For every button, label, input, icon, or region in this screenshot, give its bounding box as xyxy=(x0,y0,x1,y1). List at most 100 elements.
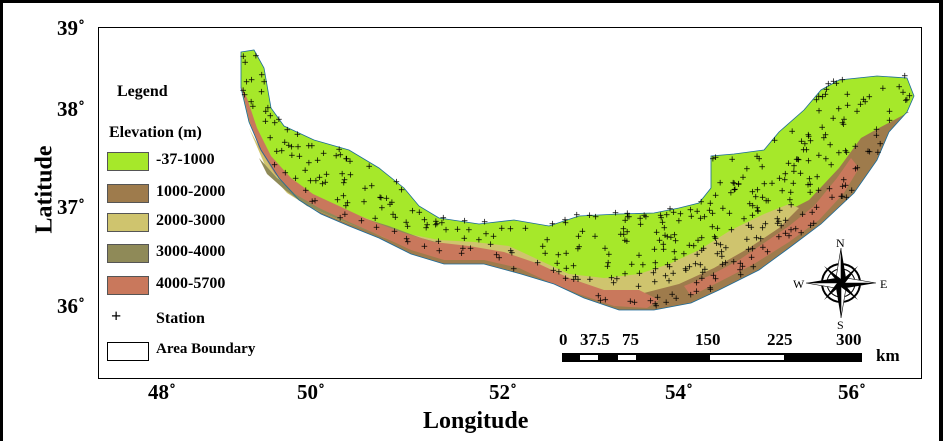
station-marker: + xyxy=(435,237,443,247)
station-marker: + xyxy=(749,245,757,255)
station-marker: + xyxy=(574,245,582,255)
station-marker: + xyxy=(621,216,629,226)
station-marker: + xyxy=(262,107,270,117)
station-marker: + xyxy=(799,210,807,220)
legend-label-class-1: -37-1000 xyxy=(156,151,215,168)
legend-label-class-5: 4000-5700 xyxy=(156,275,226,292)
station-marker: + xyxy=(776,206,784,216)
station-marker: + xyxy=(495,254,503,264)
compass-rose-icon xyxy=(805,247,877,319)
station-marker: + xyxy=(368,182,376,192)
station-marker: + xyxy=(854,164,862,174)
station-marker: + xyxy=(562,274,570,284)
station-marker: + xyxy=(388,198,396,208)
station-marker: + xyxy=(672,294,680,304)
compass-w-label: W xyxy=(793,277,805,291)
station-marker: + xyxy=(592,213,600,223)
station-marker: + xyxy=(808,208,816,218)
station-marker: + xyxy=(719,204,727,214)
legend-title: Legend xyxy=(117,83,168,100)
station-marker: + xyxy=(671,255,679,265)
station-marker: + xyxy=(322,178,330,188)
station-marker: + xyxy=(759,243,767,253)
station-marker: + xyxy=(240,52,248,62)
station-marker: + xyxy=(336,150,344,160)
station-marker: + xyxy=(709,209,717,219)
station-marker: + xyxy=(745,245,753,255)
station-marker: + xyxy=(660,245,668,255)
station-marker: + xyxy=(288,151,296,161)
station-marker: + xyxy=(305,142,313,152)
area-boundary xyxy=(240,49,915,311)
station-marker: + xyxy=(342,202,350,212)
station-marker: + xyxy=(402,218,410,228)
station-marker: + xyxy=(574,275,582,285)
station-marker: + xyxy=(810,219,818,229)
station-marker: + xyxy=(690,241,698,251)
station-marker: + xyxy=(822,155,830,165)
y-axis-title: Latitude xyxy=(31,145,58,234)
elevation-zone-1000-2000 xyxy=(241,88,909,310)
station-marker: + xyxy=(651,245,659,255)
legend-boundary-label: Area Boundary xyxy=(156,341,256,357)
lat-tick-37: 37˚ xyxy=(57,195,85,219)
station-marker: + xyxy=(693,287,701,297)
station-marker: + xyxy=(296,152,304,162)
station-marker: + xyxy=(294,143,302,153)
station-marker: + xyxy=(666,205,674,215)
station-marker: + xyxy=(608,273,616,283)
station-marker: + xyxy=(740,215,748,225)
station-marker: + xyxy=(507,225,515,235)
map-plot-area: + + + + + + + + + + + + + + + + + + + + + + + + + + + + + + + + + + + + + + + +… xyxy=(98,27,922,379)
station-marker: + xyxy=(815,92,823,102)
station-marker: + xyxy=(281,168,289,178)
station-marker: + xyxy=(262,117,270,127)
station-marker: + xyxy=(805,132,813,142)
station-marker: + xyxy=(650,268,658,278)
station-marker: + xyxy=(866,93,874,103)
station-marker: + xyxy=(371,214,379,224)
station-marker: + xyxy=(789,179,797,189)
station-marker: + xyxy=(727,189,735,199)
station-marker: + xyxy=(432,217,440,227)
station-marker: + xyxy=(801,140,809,150)
station-marker: + xyxy=(818,123,826,133)
station-marker: + xyxy=(258,88,266,98)
x-axis-title: Longitude xyxy=(423,408,529,434)
legend-elevation-title: Elevation (m) xyxy=(109,124,202,141)
station-marker: + xyxy=(393,177,401,187)
station-marker: + xyxy=(803,145,811,155)
station-marker: + xyxy=(662,271,670,281)
station-marker: + xyxy=(635,251,643,261)
station-marker: + xyxy=(798,137,806,147)
station-marker: + xyxy=(828,193,836,203)
station-marker: + xyxy=(701,265,709,275)
station-marker: + xyxy=(747,223,755,233)
station-marker: + xyxy=(347,171,355,181)
station-marker: + xyxy=(758,163,766,173)
station-marker: + xyxy=(706,206,714,216)
station-marker: + xyxy=(754,207,762,217)
station-marker: + xyxy=(342,155,350,165)
station-marker: + xyxy=(335,145,343,155)
lat-tick-38: 38˚ xyxy=(57,97,85,121)
station-marker: + xyxy=(778,186,786,196)
station-marker: + xyxy=(776,174,784,184)
station-marker: + xyxy=(748,253,756,263)
station-marker: + xyxy=(621,269,629,279)
station-marker: + xyxy=(840,120,848,130)
station-marker: + xyxy=(459,244,467,254)
station-marker: + xyxy=(874,148,882,158)
station-marker: + xyxy=(575,232,583,242)
station-marker: + xyxy=(739,262,747,272)
station-marker: + xyxy=(731,185,739,195)
station-marker: + xyxy=(314,156,322,166)
legend-boundary-swatch xyxy=(107,342,149,361)
station-marker: + xyxy=(664,260,672,270)
station-marker: + xyxy=(813,96,821,106)
station-marker: + xyxy=(753,152,761,162)
station-marker: + xyxy=(712,274,720,284)
station-marker: + xyxy=(886,116,894,126)
station-marker: + xyxy=(637,220,645,230)
station-marker: + xyxy=(482,230,490,240)
